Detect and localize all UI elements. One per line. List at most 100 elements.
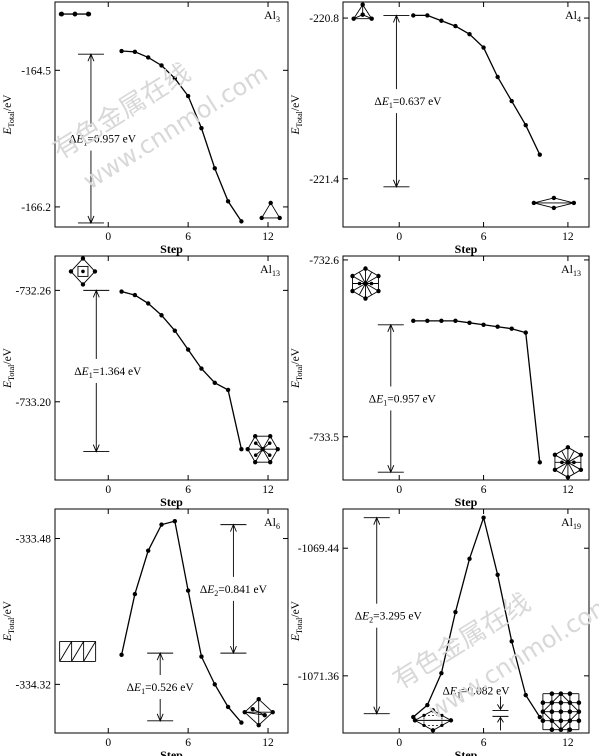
al4-rhombus-icon <box>531 195 577 211</box>
al19-start-cluster-icon <box>412 708 454 733</box>
delta-e-arrow <box>377 323 404 474</box>
al13-start-cuboct-icon <box>350 266 381 301</box>
y-tick-label: -220.8 <box>309 13 339 25</box>
data-point <box>453 609 458 615</box>
data-point <box>439 318 444 324</box>
data-point <box>523 330 528 335</box>
plot-frame <box>54 1 289 228</box>
data-point <box>225 704 231 710</box>
x-tick-label: 6 <box>481 484 487 496</box>
data-point <box>119 48 124 54</box>
data-point <box>453 318 458 324</box>
delta-e-label: ΔE1=0.526 eV <box>127 682 195 696</box>
delta-e-arrow <box>383 14 410 188</box>
y-tick-label: -164.5 <box>21 65 51 77</box>
data-point <box>239 720 244 725</box>
y-tick-label: -166.2 <box>21 202 51 214</box>
data-point <box>172 76 178 81</box>
panel-label: Al6 <box>264 515 280 531</box>
delta-e-arrow <box>77 53 104 225</box>
y-tick-label: -221.4 <box>309 174 339 186</box>
data-point <box>425 702 430 708</box>
delta-e-arrow <box>492 696 509 731</box>
al13-final-cluster-icon <box>552 445 584 480</box>
x-tick-label: 12 <box>262 484 274 496</box>
data-point <box>185 93 191 99</box>
x-tick-label: 12 <box>262 737 274 749</box>
data-point <box>119 289 124 294</box>
y-axis-label: ETotal/eV <box>2 600 16 642</box>
data-point <box>185 588 191 593</box>
delta-e-arrow <box>147 651 174 722</box>
x-tick-label: 0 <box>105 484 111 496</box>
x-tick-label: 0 <box>105 737 111 749</box>
al3-triangle-icon <box>259 200 282 221</box>
x-tick-label: 12 <box>262 231 274 243</box>
data-point <box>199 125 204 131</box>
data-point <box>439 18 444 23</box>
data-point <box>495 324 500 329</box>
al13-start-cluster-icon <box>68 256 98 287</box>
delta-e-arrow <box>220 523 247 655</box>
data-point <box>146 301 151 306</box>
y-axis-label: ETotal/eV <box>2 94 16 136</box>
data-point <box>212 682 217 687</box>
chart-panel: 0 6 12 -220.8 -221.4 Step ETotal/eV Al4 ΔE1=0.63… <box>290 1 590 256</box>
data-point <box>132 292 138 298</box>
plot-frame <box>342 255 590 481</box>
y-axis-label: ETotal/eV <box>290 94 304 136</box>
chart-panel: 0 6 12 -732.26 -733.20 Step ETotal/eV Al13 ΔE1=1… <box>2 255 289 509</box>
data-point <box>537 460 542 465</box>
data-point <box>467 31 472 37</box>
data-point <box>159 63 164 68</box>
panel-label: Al13 <box>260 262 280 278</box>
data-point <box>439 670 444 676</box>
data-point <box>425 318 430 324</box>
data-point <box>172 518 178 524</box>
chart-panel: 0 6 12 -732.6 -733.5 Step ETotal/eV Al13 ΔE1=0.9… <box>290 255 590 509</box>
x-tick-label: 0 <box>105 231 111 243</box>
chart-panel: 0 6 12 -1069.44 -1071.36 Step ETotal/eV Al19 ΔE2… <box>290 508 590 756</box>
y-tick-label: -732.6 <box>309 255 339 267</box>
plot-frame <box>54 255 289 481</box>
x-axis-label: Step <box>455 242 478 256</box>
x-tick-label: 0 <box>396 231 402 243</box>
x-axis-label: Step <box>160 495 183 509</box>
start-structure-point <box>72 11 78 17</box>
data-point <box>199 366 204 371</box>
data-point <box>239 446 244 452</box>
data-point <box>239 219 244 224</box>
data-point <box>467 556 472 562</box>
data-point <box>537 714 542 720</box>
x-axis-label: Step <box>160 242 183 256</box>
y-axis-label: ETotal/eV <box>290 347 304 389</box>
data-point <box>185 347 191 352</box>
plot-frame <box>342 508 590 734</box>
al6-octahedron-icon <box>242 696 275 728</box>
x-tick-label: 12 <box>562 737 574 749</box>
data-point <box>225 199 231 204</box>
data-point <box>523 692 528 698</box>
x-tick-label: 0 <box>396 737 402 749</box>
delta-e-label: ΔE1=0.957 eV <box>369 393 437 407</box>
data-point <box>411 714 416 720</box>
delta-e-label: ΔE2=3.295 eV <box>355 611 423 625</box>
panel-label: Al13 <box>561 262 581 278</box>
data-point <box>212 166 217 171</box>
al19-double-icosahedron-icon <box>540 691 582 733</box>
series-line <box>413 14 541 155</box>
data-point <box>159 313 164 318</box>
y-tick-label: -1071.36 <box>298 671 339 683</box>
data-point <box>119 652 124 658</box>
data-point <box>509 326 514 331</box>
data-point <box>453 23 458 29</box>
data-point <box>411 318 416 324</box>
series-line <box>412 515 541 718</box>
x-tick-label: 6 <box>185 737 191 749</box>
x-tick-label: 12 <box>562 231 574 243</box>
data-point <box>509 98 514 104</box>
data-point <box>537 152 542 157</box>
delta-e-label: ΔE1=1.364 eV <box>74 366 142 380</box>
y-axis-label: ETotal/eV <box>290 600 304 642</box>
